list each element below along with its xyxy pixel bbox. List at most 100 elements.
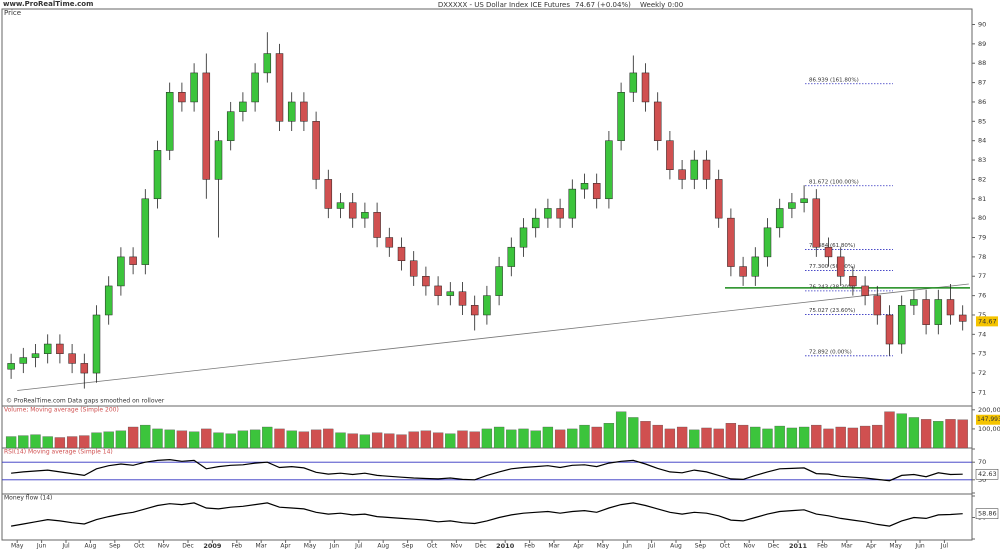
volume-bar <box>323 428 334 449</box>
volume-bar <box>18 435 29 449</box>
candle-body <box>300 101 308 122</box>
volume-bar <box>42 436 53 449</box>
candle-body <box>275 53 284 122</box>
volume-bar <box>286 430 297 449</box>
y-tick-label: 85 <box>978 117 986 125</box>
rsi-line <box>11 458 963 482</box>
y-tick-label: 90 <box>978 20 986 28</box>
volume-bar <box>737 424 749 449</box>
volume-bar <box>5 436 17 449</box>
x-tick-label: May <box>889 543 902 550</box>
volume-bar <box>823 428 834 449</box>
volume-bar <box>579 424 590 449</box>
volume-bar <box>933 421 944 449</box>
x-tick-label: Nov <box>743 543 755 550</box>
volume-bar <box>103 431 114 449</box>
x-tick-label: Apr <box>573 543 584 550</box>
x-tick-label: 2009 <box>203 542 222 550</box>
volume-bar <box>872 424 883 449</box>
candle-body <box>885 314 894 345</box>
candle-body <box>361 212 369 219</box>
candle-body <box>751 256 760 277</box>
candle-body <box>763 227 772 258</box>
candle-body <box>153 150 162 200</box>
y-tick-label: 72 <box>978 369 986 377</box>
candle-body <box>348 202 357 219</box>
volume-bar <box>591 426 602 449</box>
candle-body <box>141 198 150 265</box>
volume-bar <box>896 413 907 449</box>
candle-body <box>544 208 552 219</box>
x-tick-label: Nov <box>158 543 170 550</box>
x-tick-label: Oct <box>134 543 145 550</box>
volume-bar <box>859 425 871 449</box>
fib-label: 77.300 (50.00%) <box>809 264 855 270</box>
volume-bar <box>176 430 188 449</box>
volume-bar <box>542 426 554 449</box>
volume-bar <box>652 424 663 449</box>
candle-body <box>556 208 564 219</box>
y-tick-label: 77 <box>978 272 986 280</box>
candle-body <box>263 53 272 74</box>
volume-bar <box>432 432 444 449</box>
candle-body <box>836 256 845 277</box>
candle-body <box>239 101 247 112</box>
x-tick-label: Aug <box>670 543 682 550</box>
x-tick-label: Aug <box>85 543 97 550</box>
candle-body <box>80 363 89 374</box>
x-tick-label: Oct <box>427 543 438 550</box>
candle-body <box>202 72 211 180</box>
trendline <box>17 283 969 391</box>
y-tick-label: 70 <box>978 458 986 466</box>
volume-label: Volume; Moving average (Simple 200) <box>4 407 119 414</box>
candle-body <box>629 72 638 93</box>
candle-body <box>775 208 784 229</box>
x-tick-label: Feb <box>817 543 828 550</box>
x-tick-label: Mar <box>548 543 560 550</box>
volume-bar <box>750 426 761 449</box>
footnote: © ProRealTime.com Data gaps smoothed on … <box>6 398 165 405</box>
rsi-label: RSI(14) Moving average (Simple 14) <box>4 449 113 456</box>
y-tick-label: 200,000 <box>978 406 1000 414</box>
fib-label: 78.384 (61.80%) <box>809 243 855 249</box>
volume-bar <box>237 430 249 449</box>
candle-body <box>7 363 15 370</box>
candle-body <box>812 198 821 248</box>
volume-bar <box>518 428 529 449</box>
volume-bar <box>30 434 41 449</box>
candle-body <box>897 305 906 345</box>
last-value: 42.63 <box>978 470 997 478</box>
candle-body <box>946 299 955 316</box>
y-tick-label: 74 <box>978 330 986 338</box>
candle-body <box>422 275 430 287</box>
candle-body <box>68 353 76 364</box>
candle-body <box>824 246 833 258</box>
y-tick-label: 88 <box>978 59 986 67</box>
volume-bar <box>786 427 798 449</box>
volume-bar <box>249 429 261 449</box>
volume-bar <box>664 428 676 449</box>
candle-body <box>495 266 503 296</box>
fib-label: 81.672 (100.00%) <box>809 179 859 185</box>
volume-bar <box>274 428 285 449</box>
candle-body <box>312 121 320 180</box>
volume-bar <box>908 417 920 449</box>
candle-body <box>434 285 442 296</box>
candle-body <box>580 183 589 190</box>
candle-body <box>373 212 381 238</box>
last-value-box <box>975 468 999 480</box>
y-tick-label: 84 <box>978 137 986 145</box>
y-tick-label: 86 <box>978 98 986 106</box>
x-tick-label: Oct <box>720 543 731 550</box>
y-tick-label: 87 <box>978 79 986 87</box>
x-tick-label: Jul <box>647 543 656 550</box>
candle-body <box>117 256 125 287</box>
x-tick-label: Sep <box>109 543 121 550</box>
candle-body <box>690 159 699 180</box>
x-tick-label: Dec <box>182 543 194 550</box>
y-tick-label: 78 <box>978 253 986 261</box>
volume-bar <box>54 437 66 449</box>
volume-bar <box>640 421 651 449</box>
volume-bar <box>506 429 517 449</box>
candle-body <box>714 179 723 219</box>
